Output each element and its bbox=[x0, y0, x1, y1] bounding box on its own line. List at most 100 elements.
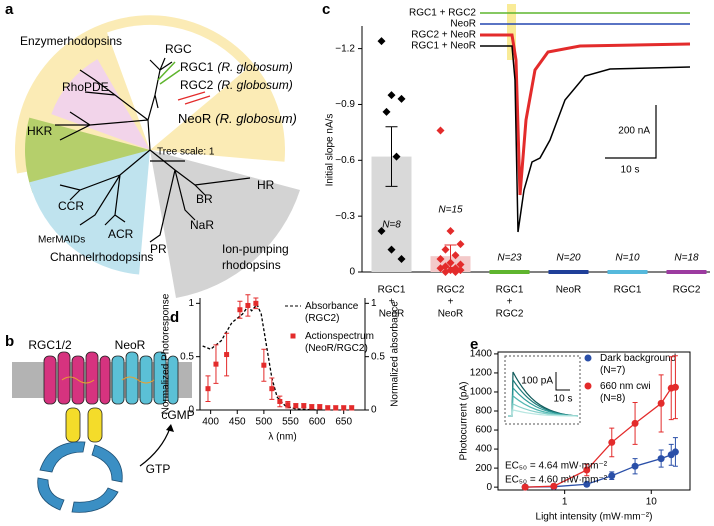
y-tick-label: 0 bbox=[486, 482, 492, 493]
y-axis-label: Photocurrent (pA) bbox=[459, 382, 470, 461]
plot-frame bbox=[497, 351, 691, 491]
legend-swatch bbox=[584, 354, 592, 362]
trace-legend: RGC1 + NeoR bbox=[411, 41, 476, 52]
tree-label: Ion-pumping bbox=[222, 242, 289, 256]
y2-tick-label: 0 bbox=[371, 405, 377, 416]
y2-tick-label: 0.5 bbox=[371, 351, 385, 362]
retinal bbox=[61, 376, 155, 384]
tree-label: HR bbox=[257, 178, 275, 192]
data-point bbox=[397, 254, 406, 263]
tree-branches bbox=[55, 57, 251, 243]
n-label: N=8 bbox=[382, 220, 401, 231]
legend-label: Actionspectrum (NeoR/RGC2) bbox=[305, 331, 377, 354]
data-point bbox=[436, 254, 445, 263]
inset-frame bbox=[504, 355, 581, 425]
n-label: N=15 bbox=[438, 205, 463, 216]
y-tick-label: 400 bbox=[475, 444, 492, 455]
data-point bbox=[456, 240, 465, 249]
legend-swatch bbox=[584, 382, 592, 390]
x-tick-label: 550 bbox=[282, 417, 299, 428]
tree-label: ACR bbox=[108, 227, 134, 241]
data-point bbox=[309, 404, 315, 410]
species-organism: (R. globosum) bbox=[217, 60, 292, 74]
x-tick-label: NeoR bbox=[379, 309, 405, 320]
trace-legend: RGC1 + RGC2 bbox=[409, 8, 476, 19]
x-tick-label: 450 bbox=[229, 417, 246, 428]
data-point bbox=[245, 302, 251, 308]
y-tick-label: 1400 bbox=[470, 349, 493, 360]
data-point bbox=[293, 403, 299, 409]
panel-label: e bbox=[470, 336, 478, 353]
tree-label: RhoPDE bbox=[62, 80, 109, 94]
x-tick-label: NeoR bbox=[556, 285, 582, 296]
data-point bbox=[631, 462, 639, 470]
data-point bbox=[253, 300, 259, 306]
data-point bbox=[205, 386, 211, 392]
tree-label: Enzymerhodopsins bbox=[20, 34, 122, 48]
data-point bbox=[277, 398, 283, 404]
data-point bbox=[441, 245, 450, 254]
tree-label: rhodopsins bbox=[222, 258, 281, 272]
data-point bbox=[451, 268, 460, 276]
rgc-branch bbox=[157, 61, 181, 85]
panel-label: a bbox=[5, 1, 14, 18]
inset-scale-x: 10 s bbox=[554, 394, 573, 405]
phylogenetic-tree bbox=[14, 15, 300, 298]
x-tick-label: RGC1 bbox=[496, 285, 524, 296]
trace bbox=[480, 45, 691, 233]
data-point bbox=[608, 472, 616, 480]
legend-swatch bbox=[290, 333, 296, 339]
annotation: EC₅₀ = 4.60 mW·mm⁻² bbox=[505, 475, 608, 486]
linker bbox=[65, 407, 81, 443]
data-point bbox=[446, 227, 455, 236]
n-label: N=23 bbox=[497, 253, 522, 264]
panel-label: b bbox=[5, 333, 14, 350]
tree-label: NaR bbox=[190, 218, 214, 232]
schematic-label: RGC1/2 bbox=[28, 338, 72, 352]
legend-label: Dark background (N=7) bbox=[600, 353, 679, 376]
panel-label: c bbox=[322, 1, 330, 18]
inset-traces bbox=[508, 371, 579, 417]
n-label: N=10 bbox=[615, 253, 640, 264]
species-name: NeoR bbox=[178, 111, 211, 126]
schematic-label: GTP bbox=[146, 462, 171, 476]
y-tick-label: 600 bbox=[475, 425, 492, 436]
data-point bbox=[333, 405, 339, 411]
species-organism: (R. globosum) bbox=[217, 78, 292, 92]
data-point bbox=[583, 480, 591, 488]
x-tick-label: NeoR bbox=[438, 309, 464, 320]
data-point bbox=[608, 438, 616, 446]
x-tick-label: 650 bbox=[335, 417, 352, 428]
data-point bbox=[436, 264, 445, 273]
x-tick-label: 500 bbox=[256, 417, 273, 428]
data-point bbox=[237, 307, 243, 313]
tree-label: RGC bbox=[165, 42, 192, 56]
rgc-region bbox=[107, 24, 246, 151]
hkr-region bbox=[24, 117, 151, 193]
x-tick-label: 400 bbox=[202, 417, 219, 428]
y-tick-label: 1000 bbox=[470, 387, 493, 398]
schematic-label: cGMP bbox=[161, 408, 194, 422]
x-tick-label: RGC1 bbox=[378, 285, 406, 296]
y-tick-label: 0 bbox=[188, 405, 194, 416]
x-tick-label: RGC2 bbox=[673, 285, 701, 296]
trace-legend: NeoR bbox=[450, 19, 476, 30]
n-label: N=18 bbox=[674, 253, 699, 264]
data-point bbox=[631, 419, 639, 427]
trace-legend: RGC2 + NeoR bbox=[411, 30, 476, 41]
y-tick-label: 1200 bbox=[470, 368, 493, 379]
data-point bbox=[269, 386, 275, 392]
y2-tick-label: 1 bbox=[371, 298, 377, 309]
rhopde-region bbox=[51, 59, 150, 150]
trace-scale-y: 200 nA bbox=[618, 126, 650, 137]
data-point bbox=[550, 482, 558, 490]
y-tick-label: −0.6 bbox=[335, 155, 355, 166]
tree-label: BR bbox=[196, 192, 213, 206]
data-point bbox=[261, 362, 267, 368]
data-point bbox=[301, 403, 307, 409]
inset-scale-y: 100 pA bbox=[521, 376, 553, 387]
data-point bbox=[657, 455, 665, 463]
data-point bbox=[456, 260, 465, 269]
neor-helices bbox=[111, 351, 179, 405]
